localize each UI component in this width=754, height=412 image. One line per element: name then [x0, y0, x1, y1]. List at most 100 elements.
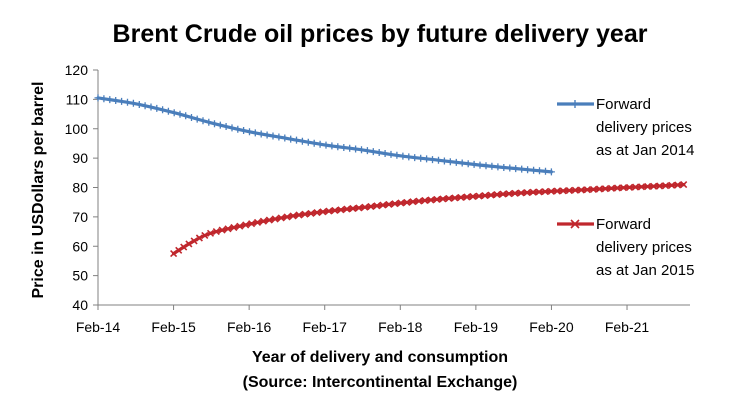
series-point-marker [304, 138, 312, 146]
series-point-marker [644, 182, 652, 191]
series-point-marker [253, 218, 262, 226]
series-point-marker [397, 199, 405, 207]
x-tick-label: Feb-18 [378, 319, 423, 335]
series-point-marker [363, 147, 371, 155]
series-point-marker [124, 98, 131, 106]
series-point-marker [248, 220, 256, 228]
series-point-marker [601, 185, 609, 193]
series-point-marker [565, 186, 573, 195]
legend-swatch-marker [571, 100, 579, 108]
series-point-marker [367, 202, 375, 211]
series-point-marker [463, 193, 471, 201]
series-point-marker [662, 182, 670, 190]
x-tick-label: Feb-21 [605, 319, 650, 335]
series-point-marker [153, 104, 161, 112]
series-point-marker [195, 234, 203, 242]
series-point-marker [242, 221, 250, 229]
series-point-marker [175, 246, 183, 254]
series-line [96, 96, 553, 174]
series-point-marker [373, 202, 381, 210]
series-point-marker [287, 135, 295, 143]
series-point-marker [176, 110, 184, 118]
legend-label-line: as at Jan 2014 [596, 142, 694, 159]
y-tick-label: 50 [72, 268, 88, 284]
series-point-marker [159, 106, 167, 114]
series-point-marker [379, 201, 387, 209]
series-point-marker [494, 163, 502, 171]
series-point-marker [429, 156, 436, 164]
series-point-marker [129, 99, 137, 107]
series-point-marker [517, 189, 525, 197]
series-point-marker [391, 200, 399, 208]
series-point-marker [375, 149, 383, 156]
series-point-marker [307, 209, 315, 217]
series-point-marker [559, 187, 567, 195]
series-point-marker [205, 118, 213, 126]
series-point-marker [170, 250, 178, 258]
series-point-marker [385, 200, 393, 208]
series-point-marker [452, 158, 460, 166]
axes: 40 50 60 70 80 90 100 110 120 Feb-14 Feb-15 Feb-16 F… [65, 62, 690, 335]
series-point-marker [199, 117, 207, 125]
series-point-marker [470, 160, 478, 168]
series-layer [94, 94, 688, 258]
series-point-marker [536, 167, 543, 175]
series-point-marker [488, 162, 496, 170]
legend-label-line: delivery prices [596, 239, 692, 256]
series-point-marker [589, 185, 597, 193]
series-point-marker [619, 184, 628, 192]
series-point-marker [446, 158, 454, 166]
legend-label-line: as at Jan 2015 [596, 262, 694, 279]
chart-title: Brent Crude oil prices by future deliver… [113, 20, 648, 48]
series-point-marker [100, 95, 108, 103]
series-point-marker [650, 182, 658, 190]
series-point-marker [417, 154, 425, 162]
series-point-marker [106, 96, 114, 104]
series-point-marker [512, 165, 520, 173]
series-point-marker [656, 182, 664, 190]
series-point-marker [135, 101, 143, 108]
series-point-marker [352, 145, 360, 153]
x-tick-label: Feb-19 [454, 319, 499, 335]
series-point-marker [518, 165, 526, 173]
series-point-marker [94, 94, 102, 102]
series-point-marker [523, 189, 531, 197]
series-point-marker [493, 191, 501, 199]
series-point-marker [141, 102, 149, 110]
series-point-marker [293, 136, 300, 144]
series-point-marker [328, 142, 336, 150]
series-point-marker [423, 155, 431, 163]
series-point-marker [269, 132, 277, 140]
series-point-marker [393, 151, 401, 159]
series-point-marker [553, 187, 561, 195]
y-tick-label: 90 [72, 150, 88, 166]
series-point-marker [190, 237, 198, 245]
series-point-marker [405, 153, 413, 161]
series-point-marker [216, 121, 224, 129]
x-tick-label: Feb-16 [227, 319, 272, 335]
series-point-marker [246, 128, 253, 136]
series-point-marker [524, 166, 532, 174]
series-point-marker [277, 214, 285, 222]
series-point-marker [316, 140, 324, 148]
y-tick-label: 120 [65, 62, 89, 78]
series-point-marker [421, 196, 429, 205]
series-point-marker [547, 187, 555, 195]
series-point-marker [331, 206, 339, 214]
series-point-marker [319, 208, 327, 216]
legend-item-1: Forward delivery prices as at Jan 2014 [557, 96, 694, 159]
series-point-marker [433, 195, 441, 203]
series-point-marker [240, 127, 248, 134]
series-point-marker [625, 183, 634, 191]
series-point-marker [381, 150, 389, 157]
series-point-marker [464, 160, 472, 168]
series-point-marker [369, 148, 377, 156]
series-point-marker [265, 216, 273, 224]
series-point-marker [637, 183, 646, 191]
series-point-marker [263, 131, 271, 139]
series-point-marker [482, 162, 490, 170]
series-point-marker [222, 123, 230, 130]
x-tick-label: Feb-17 [303, 319, 348, 335]
series-point-marker [595, 185, 603, 193]
series-point-marker [387, 150, 395, 158]
